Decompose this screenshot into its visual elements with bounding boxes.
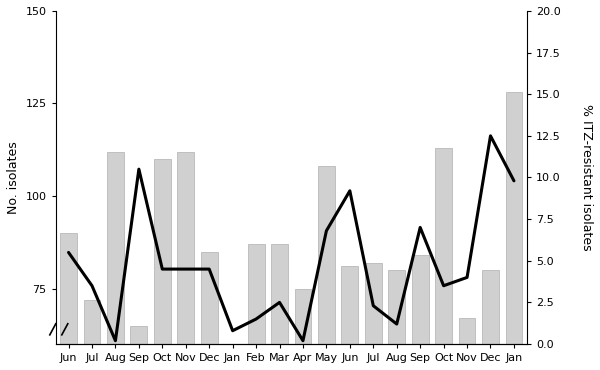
Bar xyxy=(178,152,194,370)
Bar xyxy=(154,159,171,370)
Bar xyxy=(506,92,523,370)
Bar xyxy=(482,270,499,370)
Y-axis label: % ITZ-resistant isolates: % ITZ-resistant isolates xyxy=(580,104,593,251)
Bar xyxy=(341,266,358,370)
Bar xyxy=(83,300,100,370)
Bar xyxy=(365,263,382,370)
Bar xyxy=(201,252,218,370)
Bar xyxy=(435,148,452,370)
Bar xyxy=(318,166,335,370)
Bar xyxy=(130,326,148,370)
Bar xyxy=(248,244,265,370)
Bar xyxy=(458,318,475,370)
Bar xyxy=(107,152,124,370)
Bar xyxy=(295,289,311,370)
Bar xyxy=(224,363,241,370)
Bar xyxy=(271,244,288,370)
Bar xyxy=(388,270,405,370)
Bar xyxy=(60,233,77,370)
Y-axis label: No. isolates: No. isolates xyxy=(7,141,20,214)
Bar xyxy=(412,255,428,370)
